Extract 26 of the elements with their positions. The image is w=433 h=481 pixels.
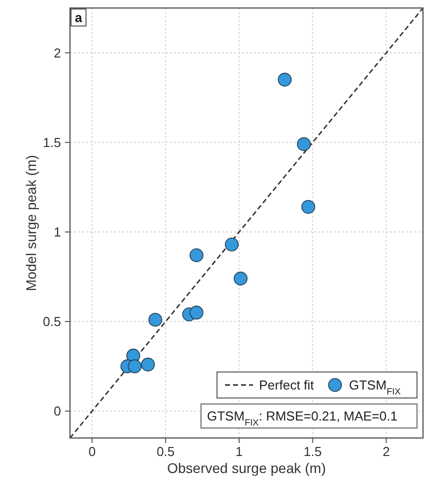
point xyxy=(190,306,204,320)
point xyxy=(278,72,292,87)
point xyxy=(190,248,204,262)
y-axis-title: Model surge peak (m) xyxy=(23,154,39,292)
y-tick-label: 1 xyxy=(54,224,61,240)
x-tick-label: 0.5 xyxy=(156,444,175,459)
annotation: GTSM$_{FIX}$: RMSE=0.21, MAE=0.1 xyxy=(207,408,398,428)
point xyxy=(128,359,142,374)
point xyxy=(234,272,248,286)
point xyxy=(141,358,155,372)
annotation: a xyxy=(74,10,83,25)
x-tick-label: 2 xyxy=(382,444,390,459)
x-axis-title: Observed surge peak (m) xyxy=(167,460,326,476)
point xyxy=(224,238,239,252)
y-tick-label: 0 xyxy=(54,404,61,419)
y-tick-label: 0.5 xyxy=(42,314,61,330)
point xyxy=(296,137,311,152)
point xyxy=(148,312,162,327)
y-tick-label: 2 xyxy=(54,45,61,60)
y-tick-label: 1.5 xyxy=(42,134,61,150)
x-tick-label: 1 xyxy=(236,444,243,459)
legend-label: GTSM$_{FIX}$ xyxy=(349,378,401,397)
legend-label: Perfect fit xyxy=(259,378,314,393)
x-tick-label: 0 xyxy=(88,444,96,459)
x-tick-label: 1.5 xyxy=(304,444,322,459)
point xyxy=(301,200,316,214)
